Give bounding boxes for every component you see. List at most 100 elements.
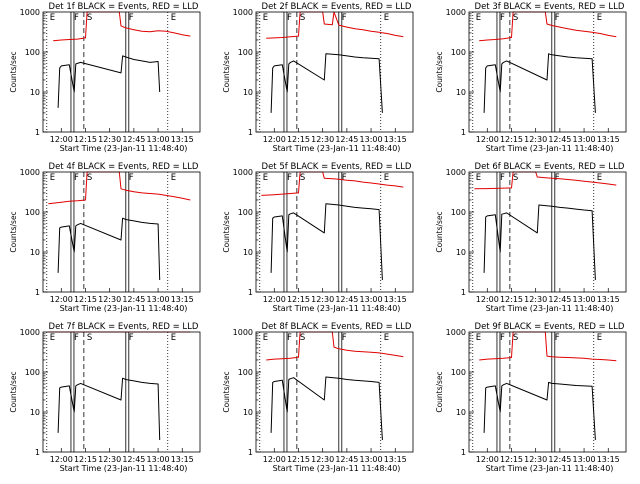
plot-frame: [42, 171, 201, 293]
marker-label: S: [300, 173, 305, 183]
x-axis-label: Start Time (23-Jan-11 11:48:40): [486, 144, 614, 153]
x-tick-label: 13:15: [384, 135, 407, 144]
x-tick-label: 12:00: [476, 135, 499, 144]
y-tick-label: 1000: [446, 8, 466, 17]
x-tick-label: 12:00: [263, 295, 286, 304]
y-tick-label: 1: [248, 128, 253, 137]
marker-label: S: [513, 173, 518, 183]
marker-label: F: [129, 13, 134, 23]
lld-series-line: [474, 171, 617, 190]
x-tick-label: 12:15: [287, 135, 310, 144]
marker-label: F: [74, 13, 79, 23]
x-tick-label: 12:45: [122, 135, 145, 144]
panel-title: Det 1f BLACK = Events, RED = LLD: [49, 2, 199, 12]
y-axis-label: Counts/sec: [222, 371, 231, 412]
plot-frame: [255, 331, 414, 453]
marker-label: E: [171, 173, 176, 183]
x-axis-label: Start Time (23-Jan-11 11:48:40): [486, 464, 614, 473]
marker-label: S: [513, 13, 518, 23]
marker-label: F: [129, 333, 134, 343]
x-tick-label: 12:15: [74, 455, 97, 464]
y-tick-label: 1: [35, 288, 40, 297]
x-tick-label: 13:15: [384, 295, 407, 304]
marker-label: E: [476, 333, 481, 343]
panel-title: Det 6f BLACK = Events, RED = LLD: [475, 162, 625, 172]
y-axis-label: Counts/sec: [9, 371, 18, 412]
x-axis-label: Start Time (23-Jan-11 11:48:40): [60, 464, 188, 473]
x-tick-label: 13:15: [597, 455, 620, 464]
events-series-line: [483, 204, 596, 281]
x-tick-label: 12:30: [98, 455, 121, 464]
x-tick-label: 12:30: [98, 135, 121, 144]
x-tick-label: 12:30: [311, 295, 334, 304]
marker-label: F: [500, 333, 505, 343]
panel-title: Det 3f BLACK = Events, RED = LLD: [475, 2, 625, 12]
x-tick-label: 13:00: [360, 295, 383, 304]
panel-title: Det 8f BLACK = Events, RED = LLD: [262, 322, 412, 332]
plot-frame: [255, 11, 414, 133]
plot-frame: [42, 11, 201, 133]
marker-label: F: [555, 13, 560, 23]
marker-label: S: [87, 13, 92, 23]
y-tick-label: 100: [451, 368, 466, 377]
x-tick-label: 12:45: [335, 295, 358, 304]
marker-label: E: [384, 13, 389, 23]
marker-label: F: [287, 13, 292, 23]
marker-label: E: [263, 13, 268, 23]
lld-series-line: [53, 11, 191, 42]
x-tick-label: 12:45: [548, 455, 571, 464]
lld-series-line: [261, 171, 404, 196]
x-tick-label: 12:15: [74, 295, 97, 304]
marker-label: S: [300, 13, 305, 23]
y-tick-label: 10: [30, 248, 40, 257]
events-series-line: [270, 53, 383, 113]
x-tick-label: 13:00: [573, 295, 596, 304]
marker-label: E: [384, 173, 389, 183]
y-tick-label: 1000: [446, 328, 466, 337]
y-tick-label: 1000: [20, 8, 40, 17]
y-tick-label: 10: [456, 88, 466, 97]
marker-label: E: [384, 333, 389, 343]
y-tick-label: 1: [248, 448, 253, 457]
x-tick-label: 12:45: [335, 135, 358, 144]
marker-label: F: [555, 173, 560, 183]
events-series-line: [57, 217, 161, 281]
marker-label: F: [287, 333, 292, 343]
x-tick-label: 13:00: [573, 135, 596, 144]
y-tick-label: 100: [25, 208, 40, 217]
x-tick-label: 12:00: [50, 295, 73, 304]
y-tick-label: 1000: [20, 168, 40, 177]
y-tick-label: 1: [461, 288, 466, 297]
y-axis-label: Counts/sec: [435, 211, 444, 252]
marker-label: E: [50, 333, 55, 343]
x-tick-label: 12:30: [524, 295, 547, 304]
x-tick-label: 13:00: [360, 455, 383, 464]
marker-label: E: [263, 333, 268, 343]
marker-label: F: [500, 13, 505, 23]
y-tick-label: 100: [25, 368, 40, 377]
marker-label: E: [476, 173, 481, 183]
y-axis-label: Counts/sec: [222, 211, 231, 252]
marker-label: E: [597, 13, 602, 23]
x-tick-label: 12:30: [524, 135, 547, 144]
x-tick-label: 12:45: [335, 455, 358, 464]
marker-label: F: [342, 13, 347, 23]
x-tick-label: 12:00: [476, 455, 499, 464]
marker-label: F: [74, 173, 79, 183]
x-tick-label: 12:45: [548, 135, 571, 144]
marker-label: E: [476, 13, 481, 23]
panel-title: Det 2f BLACK = Events, RED = LLD: [262, 2, 412, 12]
y-tick-label: 1000: [233, 328, 253, 337]
plot-frame: [468, 11, 627, 133]
marker-label: E: [50, 13, 55, 23]
x-tick-label: 12:15: [74, 135, 97, 144]
x-tick-label: 13:15: [171, 455, 194, 464]
x-tick-label: 13:15: [171, 295, 194, 304]
y-tick-label: 10: [243, 248, 253, 257]
